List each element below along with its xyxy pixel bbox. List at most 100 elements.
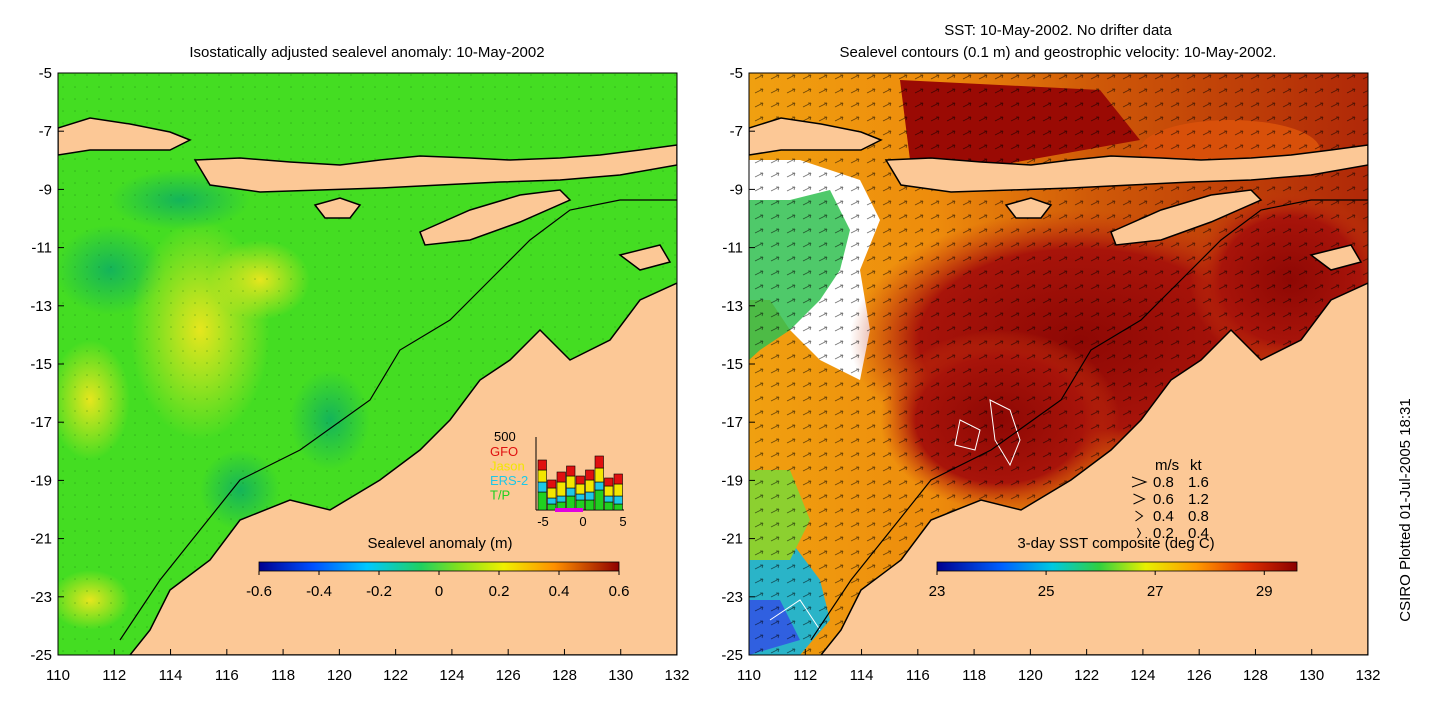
lon-tick-label: 112 <box>102 667 126 684</box>
right-colorbar-tick-label: 27 <box>1147 583 1164 600</box>
left-colorbar-tick-label: 0.4 <box>549 583 570 600</box>
lon-tick-label: 124 <box>439 667 464 684</box>
inset-x-tick-label: 5 <box>619 514 626 529</box>
velocity-ms-value: 0.6 <box>1153 491 1174 508</box>
lon-tick-label: 118 <box>271 667 295 684</box>
inset-bar-segment <box>566 495 576 511</box>
velocity-ms-value: 0.4 <box>1153 508 1174 525</box>
left-colorbar-tick-label: -0.2 <box>366 583 392 600</box>
lon-tick-label: 112 <box>793 667 817 684</box>
inset-bar-segment <box>575 483 585 495</box>
inset-bar-segment <box>585 499 595 511</box>
left-colorbar-tick-label: 0 <box>435 583 443 600</box>
left-java-land <box>58 117 192 156</box>
right-colorbar-tick-label: 25 <box>1038 583 1055 600</box>
left-map-title: Isostatically adjusted sealevel anomaly:… <box>189 44 544 61</box>
inset-bar-segment <box>613 503 623 511</box>
lon-tick-label: 122 <box>1074 667 1099 684</box>
lon-tick-label: 128 <box>1243 667 1268 684</box>
lat-tick-label: -17 <box>721 414 743 431</box>
plot-credit: CSIRO Plotted 01-Jul-2005 18:31 <box>1397 398 1414 621</box>
velocity-legend: m/s kt 0.8 1.60.6 1.20.4 0.80.2 0.4 <box>1131 457 1209 542</box>
inset-bar-segment <box>537 481 547 493</box>
inset-legend-ers-2: ERS-2 <box>490 473 528 488</box>
inset-bar-segment <box>604 495 614 503</box>
left-colorbar-label: Sealevel anomaly (m) <box>367 535 512 552</box>
inset-bar-segment <box>566 487 576 497</box>
lon-tick-label: 128 <box>552 667 577 684</box>
inset-bar-segment <box>594 467 604 483</box>
lon-tick-label: 132 <box>1355 667 1380 684</box>
left-lat-axis: -5 -7 -9 -11 -13 -15 -17 -19 -21 -23 -25 <box>30 65 64 664</box>
left-colorbar-tick-label: 0.6 <box>609 583 630 600</box>
inset-bar-segment <box>537 469 547 483</box>
lat-tick-label: -7 <box>39 123 52 140</box>
inset-bar-segment <box>556 471 566 483</box>
lon-tick-label: 120 <box>327 667 352 684</box>
inset-bar-segment <box>585 469 595 481</box>
lat-tick-label: -13 <box>30 298 52 315</box>
inset-bar-segment <box>556 495 566 503</box>
lon-tick-label: 110 <box>737 667 761 684</box>
velocity-arrow-icon <box>1135 510 1144 522</box>
inset-bar-segment <box>537 491 547 511</box>
velocity-ms-value: 0.8 <box>1153 474 1174 491</box>
right-map-title-line2: Sealevel contours (0.1 m) and geostrophi… <box>840 44 1277 61</box>
lat-tick-label: -9 <box>39 181 52 198</box>
lat-tick-label: -21 <box>30 531 52 548</box>
lat-tick-label: -11 <box>31 240 52 257</box>
right-colorbar-ramp <box>936 561 1298 572</box>
lat-tick-label: -7 <box>730 123 743 140</box>
inset-ymax-label: 500 <box>494 429 516 444</box>
velocity-header-kt: kt <box>1190 457 1203 474</box>
inset-bar-segment <box>613 495 623 505</box>
lon-tick-label: 114 <box>850 667 874 684</box>
velocity-arrow-icon <box>1133 493 1146 505</box>
lat-tick-label: -11 <box>722 240 743 257</box>
inset-bar-segment <box>547 503 557 511</box>
left-lon-axis: 110 112 114 116 118 120 122 124 126 128 130 132 <box>46 649 690 684</box>
velocity-arrow-icon <box>1131 476 1148 488</box>
inset-bar-segment <box>547 497 557 505</box>
velocity-arrow-icon <box>1137 527 1142 539</box>
right-colorbar-tick-label: 29 <box>1256 583 1273 600</box>
inset-bar-segment <box>585 491 595 501</box>
inset-bar-segment <box>604 477 614 487</box>
inset-bar-segment <box>604 501 614 511</box>
left-timor-land <box>419 189 572 246</box>
lon-tick-label: 130 <box>1299 667 1324 684</box>
lon-tick-label: 126 <box>496 667 521 684</box>
right-map-title-line1: SST: 10-May-2002. No drifter data <box>944 22 1172 39</box>
left-colorbar-tick-label: 0.2 <box>489 583 510 600</box>
inset-bar-segment <box>613 473 623 485</box>
velocity-kt-value: 1.6 <box>1188 474 1209 491</box>
lat-tick-label: -5 <box>39 65 52 82</box>
lat-tick-label: -13 <box>721 298 743 315</box>
inset-bar-segment <box>594 455 604 469</box>
lat-tick-label: -15 <box>721 356 743 373</box>
velocity-ms-value: 0.2 <box>1153 525 1174 542</box>
inset-bar-segment <box>575 493 585 501</box>
lon-tick-label: 124 <box>1130 667 1155 684</box>
left-colorbar: Sealevel anomaly (m) -0.6 -0.4 -0.2 0 0.2 0.4… <box>246 535 629 600</box>
left-colorbar-ramp <box>258 561 620 572</box>
inset-bar-segment <box>585 479 595 493</box>
inset-legend-jason: Jason <box>490 459 525 474</box>
inset-bar-segment <box>594 481 604 491</box>
lon-tick-label: 126 <box>1187 667 1212 684</box>
lat-tick-label: -19 <box>721 472 743 489</box>
lat-tick-label: -19 <box>30 472 52 489</box>
right-colorbar: 3-day SST composite (deg C) 23 25 27 29 <box>929 535 1298 600</box>
inset-x-tick-label: 0 <box>579 514 586 529</box>
lat-tick-label: -15 <box>30 356 52 373</box>
velocity-kt-value: 0.4 <box>1188 525 1209 542</box>
inset-bar-segment <box>537 459 547 471</box>
inset-bar-segment <box>604 485 614 497</box>
right-colorbar-label: 3-day SST composite (deg C) <box>1017 535 1214 552</box>
lat-tick-label: -25 <box>30 647 52 664</box>
right-lon-axis: 110 112 114 116 118 120 122 124 126 128 130 132 <box>737 649 1381 684</box>
right-lat-axis: -5 -7 -9 -11 -13 -15 -17 -19 -21 -23 -25 <box>721 65 755 664</box>
lon-tick-label: 116 <box>906 667 930 684</box>
